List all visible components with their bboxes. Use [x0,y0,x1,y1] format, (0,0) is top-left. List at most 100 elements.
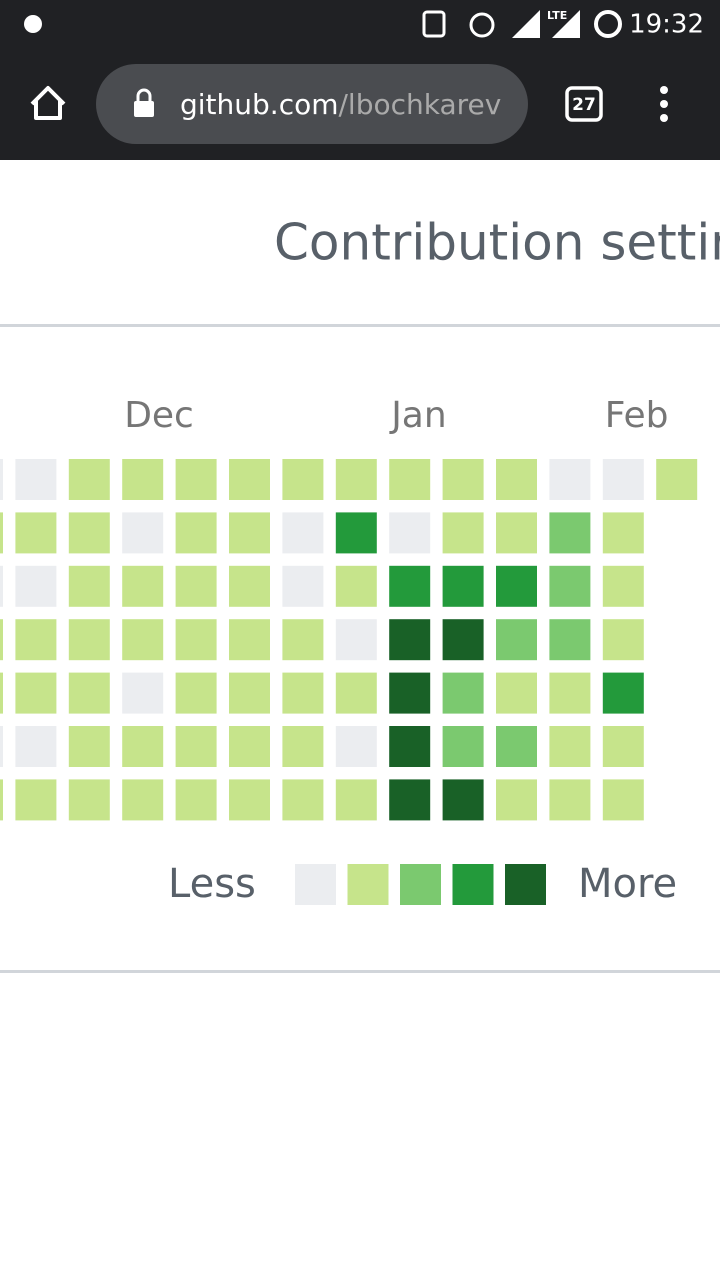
contribution-cell [389,459,431,500]
contribution-cell [0,512,3,554]
contribution-cell [15,619,57,661]
contribution-cell [602,779,644,821]
contribution-cell [389,565,431,607]
contribution-cell [68,726,110,767]
contribution-cell [335,619,377,661]
contribution-cell [68,459,110,500]
contribution-cell [229,619,270,661]
contribution-cell [175,779,217,821]
legend-less: Less [168,861,256,907]
contribution-cell [175,726,217,767]
signal-icon [552,10,580,38]
contribution-cell [0,779,3,821]
legend-swatch [295,864,336,905]
url-bar[interactable] [96,64,528,144]
url-text: github.com/lbochkarev [180,88,501,121]
contribution-cell [549,672,591,714]
contribution-cell [549,512,591,554]
contribution-cell [15,726,57,767]
tab-switcher[interactable] [565,86,603,122]
contribution-cell [0,619,3,661]
contribution-cell [229,779,270,821]
contribution-cell [15,565,57,607]
contribution-cell [15,779,57,821]
contribution-cell [15,459,57,500]
contribution-cell [229,565,270,607]
contribution-cell [496,726,537,767]
contribution-cell [442,726,484,767]
legend-swatch [400,864,441,905]
contribution-cell [122,672,164,714]
contribution-cell [549,565,591,607]
contribution-cell [496,779,537,821]
vibrate-icon [422,10,446,38]
battery-icon [594,10,622,38]
contribution-cell [442,779,484,821]
menu-button[interactable] [660,86,668,122]
contribution-cell [282,726,324,767]
contribution-cell [122,565,164,607]
home-button[interactable] [30,86,66,120]
contribution-cell [442,619,484,661]
url-path: /lbochkarev [339,88,502,121]
contribution-cell [389,779,431,821]
contribution-cell [602,619,644,661]
contribution-cell [389,726,431,767]
contribution-cell [549,459,591,500]
contribution-cell [602,512,644,554]
contribution-cell [496,672,537,714]
url-clip: github.com/lbochkarev [180,88,501,121]
legend-swatch [505,864,546,905]
contribution-cell [549,779,591,821]
signal-icon [512,10,540,38]
contribution-cell [442,565,484,607]
contribution-cell [602,565,644,607]
contribution-cell [68,779,110,821]
contribution-cell [496,459,537,500]
contribution-cell [175,619,217,661]
contribution-cell [15,672,57,714]
url-host: github.com [180,88,339,121]
contribution-cell [442,672,484,714]
contribution-cell [282,459,324,500]
contribution-cell [656,459,698,500]
contribution-cell [0,726,3,767]
contribution-cell [389,672,431,714]
contribution-cell [496,512,537,554]
network-type: LTE [547,9,567,22]
month-label: Feb [605,395,669,436]
contribution-cell [122,726,164,767]
legend-swatch [452,864,494,905]
contribution-cell [175,672,217,714]
contribution-cell [175,512,217,554]
notification-icon [24,15,42,33]
alarm-icon [469,12,495,38]
contribution-cell [389,512,431,554]
contribution-cell [122,779,164,821]
contribution-cell [335,565,377,607]
contribution-cell [229,512,270,554]
contribution-cell [0,459,3,500]
month-label: Jan [389,395,447,436]
contribution-cell [282,565,324,607]
contribution-cell [442,459,484,500]
tab-count: 27 [572,95,596,115]
contribution-cell [496,619,537,661]
contribution-cell [68,672,110,714]
contribution-cell [335,459,377,500]
contribution-cell [335,672,377,714]
contribution-cell [0,672,3,714]
legend-more: More [578,861,677,907]
contribution-cell [549,726,591,767]
contribution-cell [282,672,324,714]
divider [0,970,720,973]
contribution-cell [282,512,324,554]
contribution-cell [335,726,377,767]
contribution-cell [122,459,164,500]
contribution-cell [602,459,644,500]
contribution-cell [0,565,3,607]
contribution-cell [15,512,57,554]
month-label: Dec [124,395,194,436]
